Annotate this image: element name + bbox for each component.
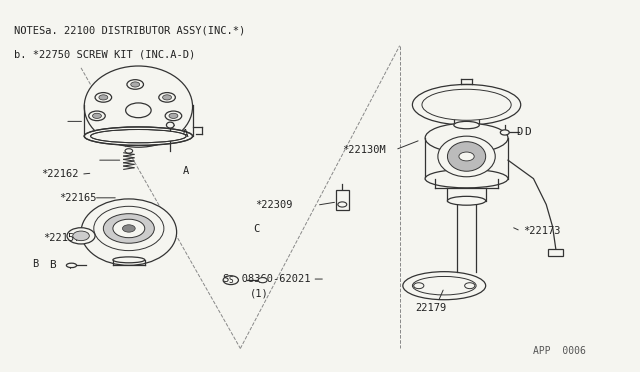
Circle shape [131, 82, 140, 87]
Circle shape [89, 111, 105, 121]
Text: B: B [32, 259, 38, 269]
Ellipse shape [425, 123, 508, 153]
Text: C: C [253, 224, 259, 234]
Circle shape [99, 95, 108, 100]
Text: B: B [49, 260, 56, 270]
Text: S: S [228, 276, 233, 285]
Ellipse shape [113, 257, 145, 263]
Text: (1): (1) [250, 289, 269, 299]
Text: *22173: *22173 [523, 226, 560, 236]
Ellipse shape [84, 66, 193, 147]
Text: *22165: *22165 [59, 193, 96, 203]
Ellipse shape [166, 122, 174, 128]
Circle shape [459, 152, 474, 161]
Circle shape [165, 111, 182, 121]
Text: 22179: 22179 [415, 303, 447, 313]
Ellipse shape [447, 196, 486, 205]
Text: b. *22750 SCREW KIT (INC.A-D): b. *22750 SCREW KIT (INC.A-D) [14, 49, 195, 60]
Circle shape [169, 113, 178, 118]
Ellipse shape [454, 121, 479, 129]
Ellipse shape [422, 89, 511, 120]
Bar [336, 190, 349, 210]
Text: *22162: *22162 [42, 169, 79, 179]
Ellipse shape [84, 127, 193, 145]
Bar [548, 249, 563, 256]
Ellipse shape [412, 84, 521, 125]
Circle shape [125, 103, 151, 118]
Text: NOTESa. 22100 DISTRIBUTOR ASSY(INC.*): NOTESa. 22100 DISTRIBUTOR ASSY(INC.*) [14, 25, 245, 35]
Circle shape [163, 95, 172, 100]
Ellipse shape [81, 199, 177, 265]
Ellipse shape [67, 263, 77, 267]
Circle shape [465, 283, 475, 289]
Ellipse shape [403, 272, 486, 300]
Ellipse shape [94, 206, 164, 251]
Circle shape [127, 80, 143, 89]
Ellipse shape [425, 169, 508, 188]
Circle shape [125, 149, 132, 153]
Ellipse shape [447, 142, 486, 171]
Circle shape [95, 93, 111, 102]
Circle shape [413, 283, 424, 289]
Text: A: A [182, 129, 188, 139]
Text: S  08360-62021: S 08360-62021 [223, 274, 310, 284]
Text: D: D [524, 127, 531, 137]
Text: D: D [516, 128, 522, 138]
Ellipse shape [438, 136, 495, 177]
Text: *22130M: *22130M [342, 145, 386, 155]
Text: *22157: *22157 [43, 233, 80, 243]
Circle shape [73, 231, 90, 241]
Text: A: A [183, 166, 189, 176]
Circle shape [258, 278, 267, 283]
Text: *22309: *22309 [255, 200, 292, 210]
Text: APP  0006: APP 0006 [534, 346, 586, 356]
Circle shape [159, 93, 175, 102]
Circle shape [122, 225, 135, 232]
Circle shape [67, 228, 95, 244]
Ellipse shape [91, 129, 186, 143]
Ellipse shape [113, 219, 145, 238]
Ellipse shape [103, 214, 154, 243]
Circle shape [93, 113, 101, 118]
Ellipse shape [500, 130, 509, 135]
